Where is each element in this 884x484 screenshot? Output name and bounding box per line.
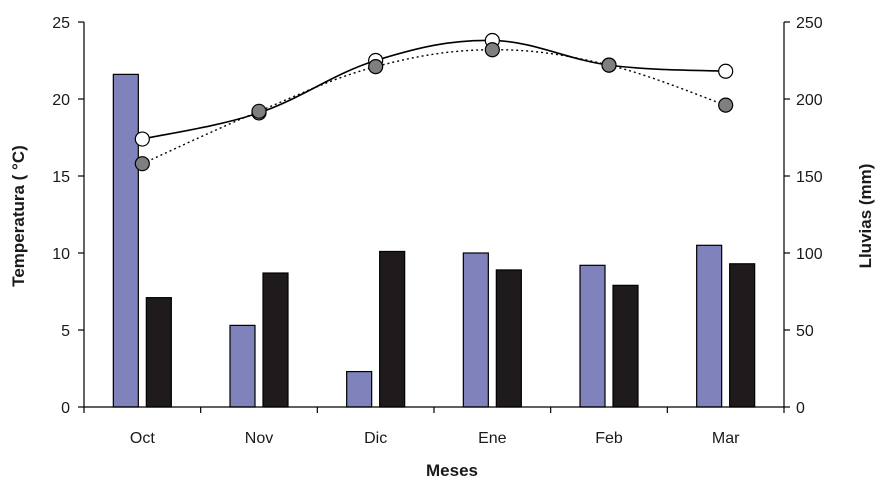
line-series-2-marker-ene: [484, 42, 500, 58]
y-right-tick-label: 150: [796, 169, 823, 186]
bar-series-2-dic: [379, 250, 406, 408]
bar-series-2-ene: [495, 269, 522, 408]
line-series-1-marker-oct: [134, 131, 150, 147]
bar-series-1-nov: [229, 324, 256, 408]
x-tick-label-dic: Dic: [364, 430, 387, 447]
y-left-tick-label: 15: [52, 169, 70, 186]
bar-series-group: [112, 73, 756, 408]
y-left-tick-label: 0: [61, 400, 70, 417]
bar-series-1-feb: [579, 264, 606, 408]
x-tick-label-feb: Feb: [595, 430, 623, 447]
y-left-tick-label: 5: [61, 323, 70, 340]
y-right-tick-label: 250: [796, 15, 823, 32]
line-series-2-marker-dic: [368, 59, 384, 75]
line-series-2-marker-feb: [601, 57, 617, 73]
bar-series-1-ene: [462, 252, 489, 408]
line-series-2-marker-nov: [251, 103, 267, 119]
bar-series-2-mar: [729, 263, 756, 408]
line-series-group: [134, 32, 734, 172]
y-axis-left-title: Temperatura ( °C): [9, 145, 28, 287]
line-series-2-marker-mar: [718, 97, 734, 113]
x-tick-label-oct: Oct: [130, 430, 155, 447]
y-left-tick-label: 10: [52, 246, 70, 263]
bar-series-1-dic: [346, 370, 373, 408]
line-series-2-marker-oct: [134, 156, 150, 172]
bar-series-1-oct: [112, 73, 139, 408]
x-tick-label-mar: Mar: [712, 430, 740, 447]
bar-series-1-mar: [696, 244, 723, 408]
y-axis-right-title: Lluvias (mm): [856, 164, 875, 269]
line-series-1-marker-mar: [718, 63, 734, 79]
y-right-tick-label: 100: [796, 246, 823, 263]
bar-series-2-feb: [612, 284, 639, 408]
y-right-tick-label: 50: [796, 323, 814, 340]
y-right-tick-label: 0: [796, 400, 805, 417]
x-tick-label-ene: Ene: [478, 430, 507, 447]
bar-series-2-nov: [262, 272, 289, 408]
y-right-tick-label: 200: [796, 92, 823, 109]
y-left-tick-label: 25: [52, 15, 70, 32]
y-left-tick-label: 20: [52, 92, 70, 109]
line-series-2-path: [142, 49, 726, 165]
x-axis-title: Meses: [426, 461, 478, 480]
bar-series-2-oct: [145, 297, 172, 408]
axes-group: 0 0 5 50 10 100 15 150 20 200 25 250 Oct Nov Dic Ene Feb…: [52, 15, 823, 447]
x-tick-label-nov: Nov: [245, 430, 273, 447]
